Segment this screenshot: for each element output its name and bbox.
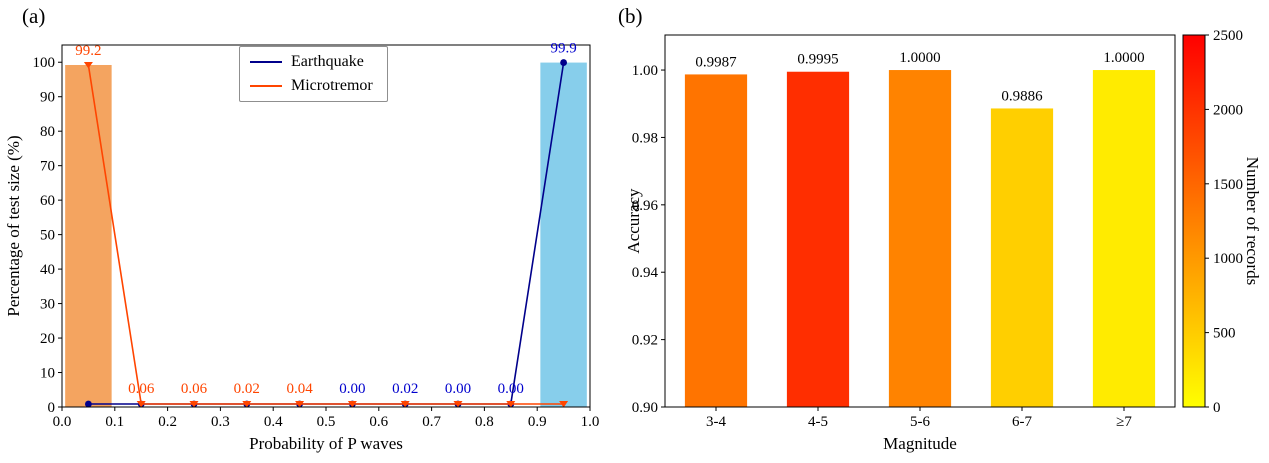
panel-a: 0.0 0.1 0.2 0.3 0.4 0.5 0.6 0.7 0.8 0.9 1.0 0 10 20 30… (33, 41, 600, 430)
y-tick-label: 50 (40, 228, 55, 244)
x-tick-label: 4-5 (808, 414, 828, 430)
bar-value-label: 0.9886 (1001, 88, 1043, 104)
panel-a-y-axis-label: Percentage of test size (%) (4, 135, 23, 317)
panel-b: 0.9987 3-4 0.9995 4-5 1.0000 5-6 0.9886 6-7 1.00… (632, 28, 1243, 430)
y-tick-label: 20 (40, 331, 55, 347)
marker-microtremor (136, 401, 146, 408)
colorbar-tick-label: 0 (1213, 400, 1221, 416)
legend-item-earthquake: Earthquake (250, 54, 373, 70)
value-annotation: 0.02 (234, 381, 260, 397)
accuracy-bar (1092, 70, 1156, 407)
value-annotation: 0.06 (181, 381, 208, 397)
hist-bar-microtremor (65, 64, 112, 408)
marker-earthquake (560, 59, 567, 66)
hist-bar-earthquake (540, 62, 587, 407)
bar-value-label: 1.0000 (899, 50, 940, 66)
bar-value-label: 0.9987 (695, 54, 737, 70)
accuracy-bar (990, 108, 1054, 408)
marker-microtremor (453, 401, 463, 408)
y-tick-label: 1.00 (632, 63, 658, 79)
marker-earthquake (85, 400, 92, 408)
y-tick-label: 100 (33, 55, 56, 71)
colorbar-frame (1182, 34, 1206, 408)
colorbar-tick-label: 1500 (1213, 177, 1243, 193)
marker-microtremor (347, 401, 357, 408)
value-annotation: 99.9 (550, 41, 576, 57)
y-tick-label: 60 (40, 193, 55, 209)
legend: Earthquake Microtremor (239, 46, 388, 102)
y-tick-label: 80 (40, 124, 55, 140)
panel-b-y-axis-label: Accuracy (624, 188, 643, 254)
x-tick-label: 6-7 (1012, 414, 1032, 430)
x-tick-label: 3-4 (706, 414, 726, 430)
x-tick-label: 0.3 (211, 414, 230, 430)
x-tick-label: 0.7 (422, 414, 441, 430)
microtremor-line-swatch (250, 85, 282, 87)
x-tick-label: 0.1 (105, 414, 124, 430)
y-tick-label: 0.98 (632, 130, 658, 146)
accuracy-bar (888, 70, 952, 407)
accuracy-bar (684, 74, 748, 407)
panel-b-frame (664, 34, 1176, 408)
y-tick-label: 30 (40, 297, 55, 313)
y-tick-label: 10 (40, 366, 55, 382)
x-tick-label: 1.0 (581, 414, 600, 430)
value-annotation: 0.00 (445, 381, 471, 397)
panel-b-x-axis-label: Magnitude (883, 434, 957, 453)
x-tick-label: 0.4 (264, 414, 283, 430)
marker-microtremor (189, 401, 199, 408)
legend-label-microtremor: Microtremor (291, 77, 373, 94)
colorbar-tick-label: 2000 (1213, 102, 1243, 118)
value-annotation: 0.00 (339, 381, 365, 397)
x-tick-label: ≥7 (1116, 414, 1132, 430)
y-tick-label: 0.90 (632, 400, 658, 416)
value-annotation: 0.02 (392, 381, 418, 397)
bar-value-label: 0.9995 (797, 52, 838, 68)
x-tick-label: 0.0 (53, 414, 72, 430)
y-tick-label: 0 (48, 400, 56, 416)
colorbar-tick-label: 500 (1213, 326, 1236, 342)
marker-microtremor (559, 401, 569, 408)
panel-a-tag: (a) (22, 4, 46, 28)
legend-item-microtremor: Microtremor (250, 78, 373, 94)
colorbar-tick-label: 1000 (1213, 251, 1243, 267)
x-tick-label: 0.9 (528, 414, 547, 430)
colorbar-label: Number of records (1243, 156, 1262, 286)
line-earthquake (88, 62, 565, 405)
line-microtremor (87, 64, 564, 405)
x-tick-label: 0.6 (369, 414, 388, 430)
x-tick-label: 5-6 (910, 414, 930, 430)
y-tick-label: 90 (40, 90, 55, 106)
value-annotation: 0.06 (128, 381, 155, 397)
earthquake-line-swatch (250, 61, 282, 63)
panel-a-x-axis-label: Probability of P waves (249, 434, 403, 453)
colorbar-tick-label: 2500 (1213, 28, 1243, 44)
marker-microtremor (242, 401, 252, 408)
y-tick-label: 40 (40, 262, 55, 278)
x-tick-label: 0.2 (158, 414, 177, 430)
bar-value-label: 1.0000 (1103, 50, 1144, 66)
marker-microtremor (506, 401, 516, 408)
x-tick-label: 0.8 (475, 414, 494, 430)
x-tick-label: 0.5 (317, 414, 336, 430)
marker-microtremor (400, 401, 410, 408)
colorbar-gradient (1183, 35, 1205, 407)
legend-label-earthquake: Earthquake (291, 53, 364, 70)
marker-microtremor (83, 61, 93, 69)
y-tick-label: 70 (40, 159, 55, 175)
value-annotation: 0.00 (498, 381, 524, 397)
value-annotation: 99.2 (75, 43, 101, 59)
value-annotation: 0.04 (286, 381, 313, 397)
y-tick-label: 0.94 (632, 265, 659, 281)
y-tick-label: 0.96 (632, 198, 659, 214)
y-tick-label: 0.92 (632, 333, 658, 349)
marker-microtremor (295, 401, 305, 408)
accuracy-bar (786, 71, 850, 407)
panel-b-tag: (b) (618, 4, 643, 28)
